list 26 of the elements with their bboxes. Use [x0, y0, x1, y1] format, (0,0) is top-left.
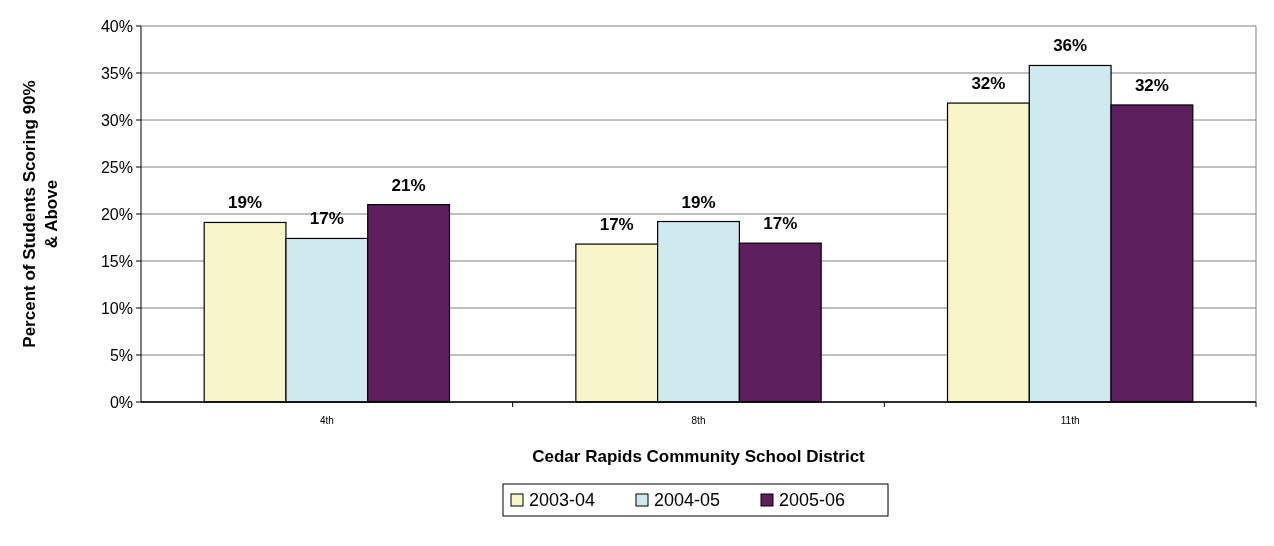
- data-label: 36%: [1053, 36, 1088, 56]
- x-tick-label: 8th: [691, 415, 706, 426]
- data-label: 19%: [681, 192, 716, 212]
- legend-label: 2004-05: [654, 490, 721, 511]
- y-tick-label: 15%: [100, 252, 133, 270]
- x-tick-label: 11th: [1060, 415, 1080, 426]
- legend-label: 2003-04: [529, 490, 596, 511]
- data-label: 17%: [599, 215, 634, 235]
- data-label: 32%: [1134, 75, 1169, 95]
- data-label: 21%: [391, 175, 426, 195]
- legend-label: 2005-06: [779, 490, 846, 511]
- y-axis-title: Percent of Students Scoring 90% & Above: [19, 80, 61, 348]
- y-tick-label: 5%: [109, 346, 133, 364]
- y-tick-label: 10%: [100, 299, 133, 317]
- data-label: 19%: [228, 193, 263, 213]
- y-tick-label: 40%: [100, 17, 133, 35]
- x-tick-label: 4th: [319, 415, 334, 426]
- data-label: 17%: [763, 214, 798, 234]
- y-tick-label: 20%: [100, 205, 133, 223]
- y-tick-label: 30%: [100, 111, 133, 129]
- data-label: 17%: [309, 209, 344, 229]
- x-axis-title: Cedar Rapids Community School District: [532, 447, 866, 466]
- y-tick-label: 0%: [109, 393, 133, 411]
- y-tick-label: 35%: [100, 64, 133, 82]
- y-tick-label: 25%: [100, 158, 133, 176]
- data-label: 32%: [971, 74, 1006, 94]
